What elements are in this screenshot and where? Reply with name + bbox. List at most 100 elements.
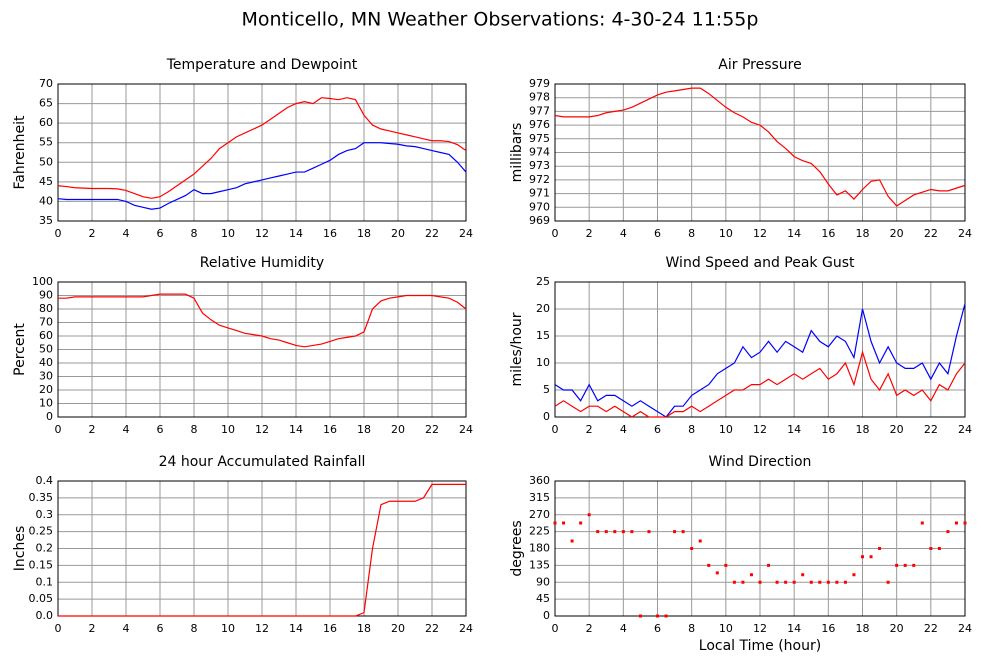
data-line xyxy=(554,87,966,207)
x-tick-label: 10 xyxy=(221,227,235,240)
chart-title: Wind Speed and Peak Gust xyxy=(666,255,855,271)
y-tick-label: 70 xyxy=(39,77,53,90)
x-tick-label: 12 xyxy=(753,227,767,240)
x-tick-label: 20 xyxy=(391,622,405,635)
y-tick-label: 10 xyxy=(39,397,53,410)
data-point xyxy=(869,555,873,559)
data-point xyxy=(903,563,907,567)
y-tick-label: 25 xyxy=(536,275,550,288)
data-line xyxy=(58,483,466,617)
y-tick-label: 972 xyxy=(529,173,550,186)
x-tick-label: 14 xyxy=(289,622,303,635)
y-tick-label: 0.1 xyxy=(36,575,54,588)
x-tick-label: 24 xyxy=(459,227,473,240)
chart-title: Relative Humidity xyxy=(200,255,324,271)
x-tick-label: 20 xyxy=(391,227,405,240)
x-tick-label: 24 xyxy=(958,227,972,240)
data-point xyxy=(604,530,608,534)
y-tick-label: 30 xyxy=(39,370,53,383)
data-point xyxy=(570,539,574,543)
x-tick-label: 8 xyxy=(688,423,695,436)
y-tick-label: 20 xyxy=(536,302,550,315)
data-point xyxy=(724,563,728,567)
data-point xyxy=(673,530,677,534)
chart-title: Air Pressure xyxy=(718,57,801,73)
y-axis-label: Inches xyxy=(12,526,28,571)
y-tick-label: 60 xyxy=(39,116,53,129)
data-line xyxy=(57,142,467,210)
chart-title: Wind Direction xyxy=(709,454,812,470)
x-tick-label: 22 xyxy=(924,227,938,240)
data-line xyxy=(58,293,467,348)
y-tick-label: 50 xyxy=(39,155,53,168)
y-tick-label: 180 xyxy=(529,542,550,555)
x-tick-label: 14 xyxy=(289,423,303,436)
y-tick-label: 225 xyxy=(529,525,550,538)
x-tick-label: 10 xyxy=(719,423,733,436)
x-tick-label: 16 xyxy=(323,227,337,240)
x-tick-label: 16 xyxy=(821,622,835,635)
y-tick-label: 0.35 xyxy=(29,491,54,504)
x-tick-label: 12 xyxy=(753,423,767,436)
y-tick-label: 0 xyxy=(543,410,550,423)
y-axis-label: miles/hour xyxy=(509,312,525,386)
data-point xyxy=(784,580,788,584)
x-tick-label: 16 xyxy=(821,227,835,240)
x-tick-label: 4 xyxy=(620,622,627,635)
data-point xyxy=(826,580,830,584)
y-tick-label: 0.0 xyxy=(36,609,54,622)
data-point xyxy=(758,580,762,584)
y-tick-label: 35 xyxy=(39,214,53,227)
x-tick-label: 22 xyxy=(924,423,938,436)
x-tick-label: 10 xyxy=(719,227,733,240)
x-tick-label: 20 xyxy=(391,423,405,436)
x-tick-label: 0 xyxy=(552,423,559,436)
x-tick-label: 22 xyxy=(924,622,938,635)
data-line xyxy=(554,303,966,418)
y-tick-label: 40 xyxy=(39,356,53,369)
y-axis-label: Percent xyxy=(12,323,28,376)
x-tick-label: 20 xyxy=(890,227,904,240)
x-tick-label: 10 xyxy=(719,622,733,635)
data-point xyxy=(579,521,583,525)
data-point xyxy=(562,521,566,525)
x-tick-label: 4 xyxy=(620,423,627,436)
y-tick-label: 978 xyxy=(529,91,550,104)
data-line xyxy=(57,97,467,199)
y-tick-label: 975 xyxy=(529,132,550,145)
y-tick-label: 100 xyxy=(32,275,53,288)
data-point xyxy=(818,580,822,584)
x-tick-label: 22 xyxy=(425,423,439,436)
x-tick-label: 14 xyxy=(787,423,801,436)
x-tick-label: 12 xyxy=(255,622,269,635)
data-point xyxy=(707,563,711,567)
y-tick-label: 969 xyxy=(529,214,550,227)
x-tick-label: 18 xyxy=(357,423,371,436)
data-point xyxy=(963,521,967,525)
data-point xyxy=(929,547,933,550)
x-tick-label: 4 xyxy=(123,423,130,436)
x-tick-label: 0 xyxy=(55,622,62,635)
data-point xyxy=(715,571,719,575)
x-tick-label: 0 xyxy=(552,622,559,635)
data-point xyxy=(843,580,847,584)
y-tick-label: 0.25 xyxy=(29,525,54,538)
y-tick-label: 45 xyxy=(39,175,53,188)
data-point xyxy=(732,580,736,584)
x-tick-label: 4 xyxy=(620,227,627,240)
x-tick-label: 14 xyxy=(787,227,801,240)
data-point xyxy=(852,573,856,577)
x-tick-label: 6 xyxy=(654,227,661,240)
x-tick-label: 10 xyxy=(221,622,235,635)
y-tick-label: 0.3 xyxy=(36,508,54,521)
y-tick-label: 970 xyxy=(529,200,550,213)
x-tick-label: 18 xyxy=(856,227,870,240)
x-tick-label: 6 xyxy=(654,423,661,436)
data-line xyxy=(554,350,966,418)
plot-frame xyxy=(57,281,467,418)
y-tick-label: 60 xyxy=(39,329,53,342)
y-tick-label: 974 xyxy=(529,146,550,159)
y-tick-label: 65 xyxy=(39,97,53,110)
data-point xyxy=(767,563,771,567)
